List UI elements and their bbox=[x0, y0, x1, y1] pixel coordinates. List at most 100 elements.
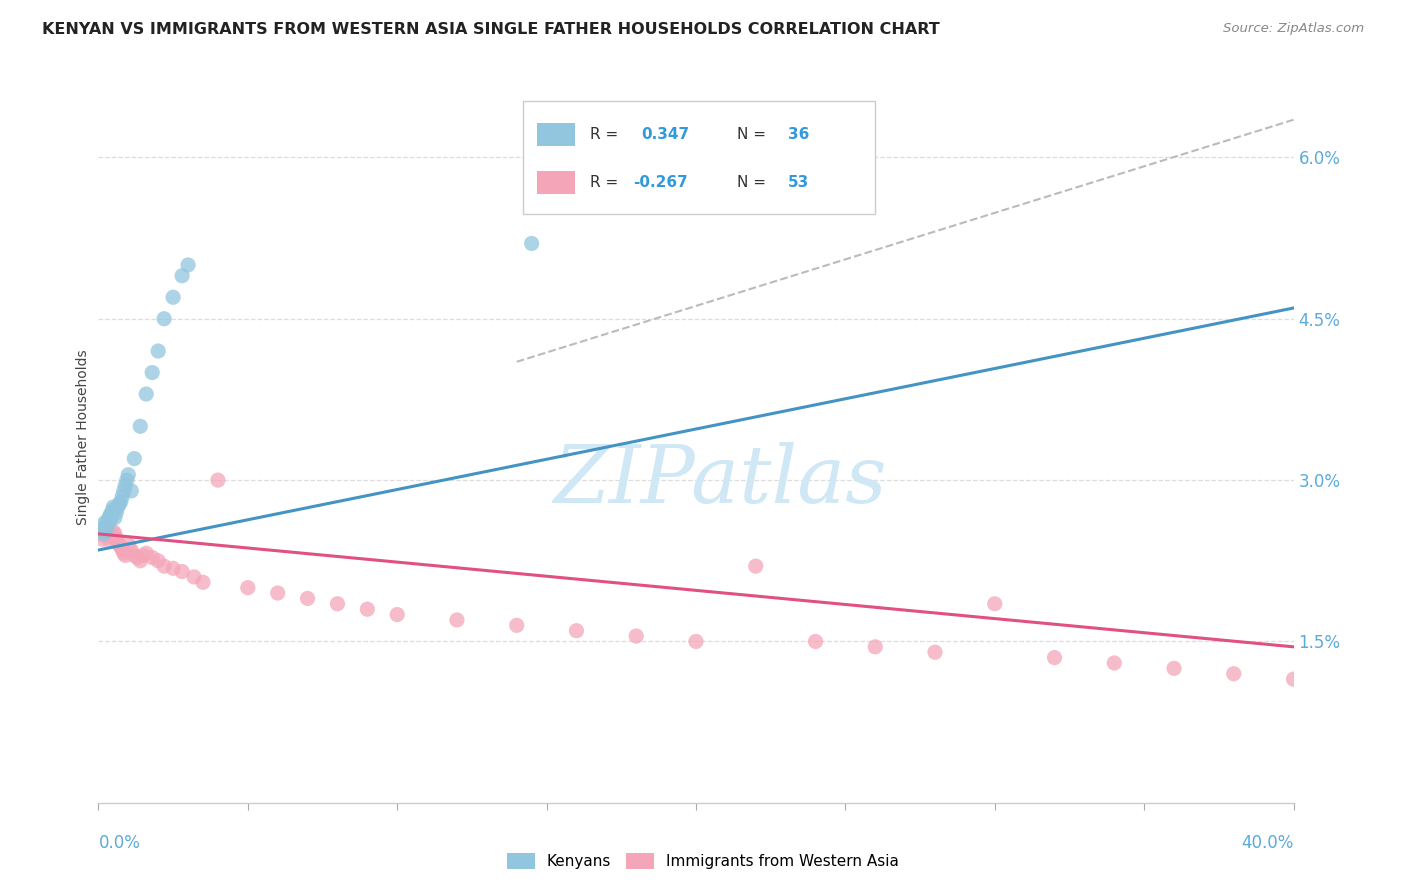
Point bbox=[97, 533, 120, 547]
FancyBboxPatch shape bbox=[537, 170, 575, 194]
Point bbox=[101, 529, 124, 543]
Point bbox=[111, 489, 134, 503]
Point bbox=[110, 494, 132, 508]
Text: ZIPatlas: ZIPatlas bbox=[553, 442, 887, 520]
Point bbox=[120, 543, 142, 558]
Point bbox=[141, 366, 163, 380]
Text: R =: R = bbox=[589, 128, 627, 142]
Point bbox=[91, 533, 114, 547]
Point bbox=[108, 538, 131, 552]
Point bbox=[135, 546, 157, 560]
Point bbox=[94, 524, 117, 539]
Point bbox=[183, 570, 205, 584]
Point bbox=[101, 503, 124, 517]
Point bbox=[924, 645, 946, 659]
Legend: Kenyans, Immigrants from Western Asia: Kenyans, Immigrants from Western Asia bbox=[501, 847, 905, 875]
Point bbox=[120, 483, 142, 498]
Point bbox=[520, 236, 543, 251]
Point bbox=[153, 311, 176, 326]
Text: 0.347: 0.347 bbox=[641, 128, 689, 142]
Point bbox=[162, 290, 184, 304]
Point bbox=[236, 581, 259, 595]
Point bbox=[93, 527, 115, 541]
Text: KENYAN VS IMMIGRANTS FROM WESTERN ASIA SINGLE FATHER HOUSEHOLDS CORRELATION CHAR: KENYAN VS IMMIGRANTS FROM WESTERN ASIA S… bbox=[42, 22, 941, 37]
Point bbox=[105, 533, 128, 547]
Point bbox=[132, 549, 155, 563]
Point bbox=[565, 624, 588, 638]
Point bbox=[114, 478, 136, 492]
Point bbox=[94, 521, 117, 535]
Point bbox=[1163, 661, 1185, 675]
Point bbox=[100, 527, 122, 541]
Point bbox=[91, 521, 114, 535]
Point bbox=[127, 550, 149, 565]
Text: 40.0%: 40.0% bbox=[1241, 834, 1294, 852]
Point bbox=[111, 543, 134, 558]
Point bbox=[97, 516, 120, 530]
Point bbox=[107, 500, 129, 514]
Point bbox=[104, 527, 127, 541]
Point bbox=[162, 561, 184, 575]
Point bbox=[177, 258, 200, 272]
Point bbox=[108, 497, 131, 511]
Text: Source: ZipAtlas.com: Source: ZipAtlas.com bbox=[1223, 22, 1364, 36]
Point bbox=[1282, 672, 1305, 686]
Point bbox=[863, 640, 887, 654]
Point bbox=[267, 586, 290, 600]
Point bbox=[172, 565, 194, 579]
Text: N =: N = bbox=[737, 128, 770, 142]
Point bbox=[98, 514, 121, 528]
Point bbox=[93, 516, 115, 530]
Point bbox=[135, 387, 157, 401]
Point bbox=[100, 508, 122, 522]
Point bbox=[117, 538, 139, 552]
Point bbox=[129, 419, 152, 434]
Text: N =: N = bbox=[737, 175, 770, 190]
Point bbox=[103, 500, 125, 514]
Point bbox=[172, 268, 194, 283]
Text: 53: 53 bbox=[787, 175, 810, 190]
Point bbox=[446, 613, 468, 627]
Point bbox=[96, 529, 118, 543]
Point bbox=[326, 597, 349, 611]
Point bbox=[124, 549, 146, 563]
Point bbox=[1222, 666, 1246, 681]
Point bbox=[93, 527, 115, 541]
Point bbox=[141, 550, 163, 565]
Point bbox=[96, 521, 118, 535]
Point bbox=[153, 559, 176, 574]
Text: R =: R = bbox=[589, 175, 623, 190]
Point bbox=[107, 535, 129, 549]
Point bbox=[1043, 650, 1066, 665]
Point bbox=[100, 510, 122, 524]
Point bbox=[385, 607, 409, 622]
Point bbox=[114, 549, 136, 563]
FancyBboxPatch shape bbox=[523, 101, 875, 214]
Point bbox=[745, 559, 768, 574]
Point bbox=[626, 629, 648, 643]
Point bbox=[356, 602, 378, 616]
Point bbox=[148, 344, 170, 359]
Text: 36: 36 bbox=[787, 128, 810, 142]
Point bbox=[984, 597, 1007, 611]
Point bbox=[110, 540, 132, 554]
Y-axis label: Single Father Households: Single Father Households bbox=[76, 350, 90, 524]
Point bbox=[90, 527, 112, 541]
Point bbox=[105, 505, 128, 519]
Point bbox=[101, 505, 124, 519]
Point bbox=[191, 575, 214, 590]
Point bbox=[112, 483, 135, 498]
Text: 0.0%: 0.0% bbox=[98, 834, 141, 852]
Text: -0.267: -0.267 bbox=[633, 175, 688, 190]
Point bbox=[103, 524, 125, 539]
Point bbox=[117, 467, 139, 482]
Point bbox=[115, 473, 138, 487]
Point bbox=[685, 634, 707, 648]
Point bbox=[506, 618, 529, 632]
Point bbox=[129, 554, 152, 568]
FancyBboxPatch shape bbox=[537, 123, 575, 146]
Point bbox=[112, 546, 135, 560]
Point bbox=[297, 591, 319, 606]
Point bbox=[104, 510, 127, 524]
Point bbox=[96, 514, 118, 528]
